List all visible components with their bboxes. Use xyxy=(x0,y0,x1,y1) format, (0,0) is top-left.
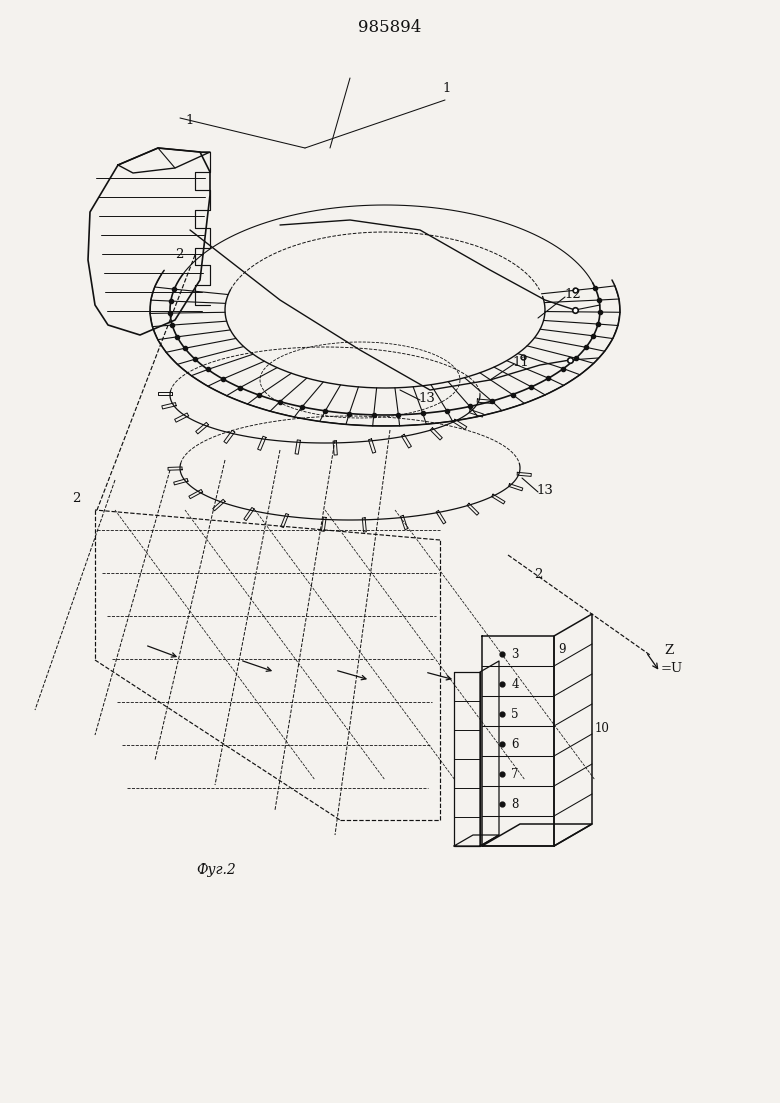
Text: 5: 5 xyxy=(511,707,519,720)
Text: Фуг.2: Фуг.2 xyxy=(196,863,236,877)
Text: 1: 1 xyxy=(185,114,193,127)
Text: Z: Z xyxy=(664,643,673,656)
Text: 13: 13 xyxy=(418,392,435,405)
Text: 2: 2 xyxy=(72,492,80,504)
Text: 2: 2 xyxy=(175,248,183,261)
Text: 9: 9 xyxy=(558,643,565,656)
Text: 8: 8 xyxy=(511,797,519,811)
Text: 11: 11 xyxy=(512,355,529,368)
Text: 13: 13 xyxy=(536,483,553,496)
Text: =U: =U xyxy=(661,662,683,675)
Text: 3: 3 xyxy=(511,647,519,661)
Text: 7: 7 xyxy=(511,768,519,781)
Text: 12: 12 xyxy=(564,289,581,301)
Text: 2: 2 xyxy=(534,568,542,581)
Text: 4: 4 xyxy=(511,677,519,690)
Text: 6: 6 xyxy=(511,738,519,750)
Text: 1: 1 xyxy=(442,82,450,95)
Text: 10: 10 xyxy=(595,721,610,735)
Text: 985894: 985894 xyxy=(358,20,422,36)
